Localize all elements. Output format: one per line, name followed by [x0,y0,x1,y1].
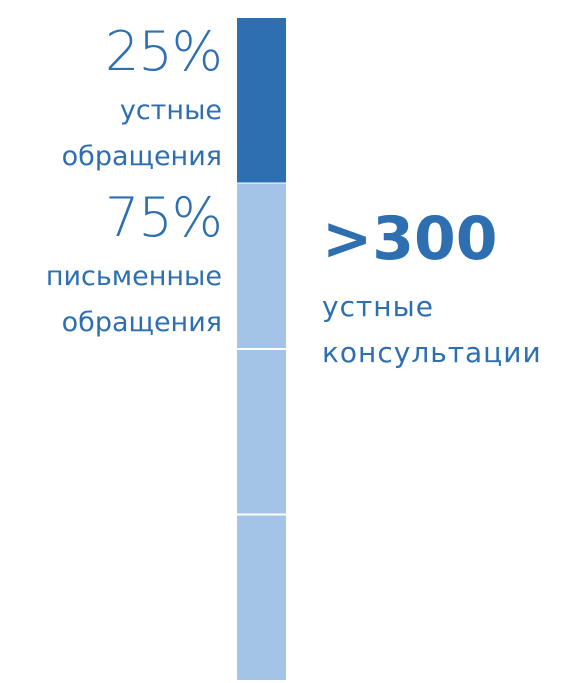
segment-name: письменные обращения [45,260,222,338]
bar-segment [237,183,286,680]
bar-segment [237,18,286,183]
segment-value-label: 75% [104,185,223,249]
segment-name: устные обращения [61,95,222,172]
annotation-value: >300 [322,204,498,274]
annotation-text: устные консультации [322,290,542,369]
segment-value-label: 25% [104,20,223,83]
